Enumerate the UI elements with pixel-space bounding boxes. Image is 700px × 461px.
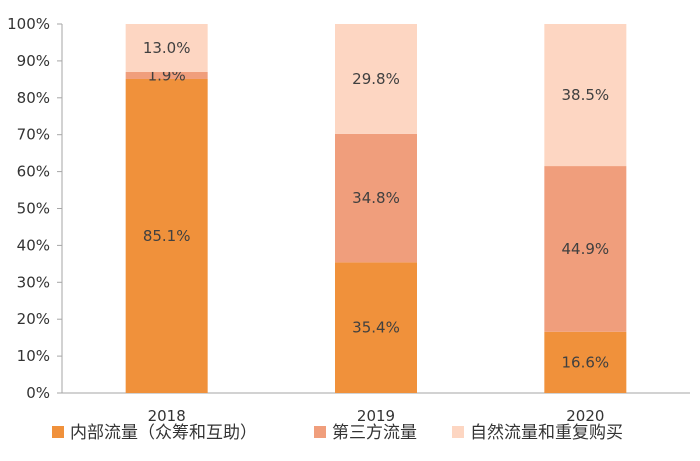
y-tick-label: 100% — [7, 15, 50, 33]
x-tick-label: 2020 — [566, 407, 604, 425]
legend-item-label: 内部流量（众筹和互助） — [70, 423, 257, 443]
data-label: 29.8% — [352, 70, 400, 88]
data-label: 13.0% — [143, 39, 191, 57]
y-tick-label: 30% — [17, 273, 50, 291]
y-tick-label: 70% — [17, 126, 50, 144]
data-label: 34.8% — [352, 189, 400, 207]
bar-segment — [335, 24, 417, 134]
bar-segment — [335, 133, 417, 263]
data-label: 38.5% — [562, 86, 610, 104]
bar-segment — [125, 78, 208, 393]
bars: 85.1%1.9%13.0%35.4%34.8%29.8%16.6%44.9%3… — [125, 24, 627, 393]
y-tick-label: 80% — [17, 89, 50, 107]
legend-swatch — [52, 426, 64, 438]
bar-segment — [544, 24, 627, 167]
legend-item-label: 自然流量和重复购买 — [470, 423, 623, 443]
data-label: 44.9% — [562, 240, 610, 258]
x-axis: 2018 2019 2020 — [62, 392, 690, 425]
legend-item-label: 第三方流量 — [332, 423, 417, 443]
data-label: 85.1% — [143, 227, 191, 245]
x-tick-label: 2018 — [148, 407, 186, 425]
legend: 内部流量（众筹和互助） 第三方流量 自然流量和重复购买 — [52, 423, 623, 443]
y-tick-label: 40% — [17, 236, 50, 254]
y-tick-label: 50% — [17, 200, 50, 218]
y-tick-label: 0% — [26, 384, 50, 402]
data-label: 16.6% — [562, 353, 610, 371]
y-tick-label: 60% — [17, 163, 50, 181]
bar-segment — [125, 71, 208, 79]
x-tick-label: 2019 — [357, 407, 395, 425]
y-axis: 0% 10% 20% 30% 40% 50% 60% 70% 80% 90% 100% — [7, 15, 63, 402]
bar-segment — [125, 24, 208, 72]
data-label: 35.4% — [352, 319, 400, 337]
bar-segment — [544, 166, 627, 332]
y-tick-label: 10% — [17, 347, 50, 365]
bar-segment — [335, 262, 417, 393]
y-tick-label: 90% — [17, 52, 50, 70]
legend-swatch — [314, 426, 326, 438]
y-tick-label: 20% — [17, 310, 50, 328]
legend-swatch — [452, 426, 464, 438]
bar-segment — [544, 331, 627, 393]
